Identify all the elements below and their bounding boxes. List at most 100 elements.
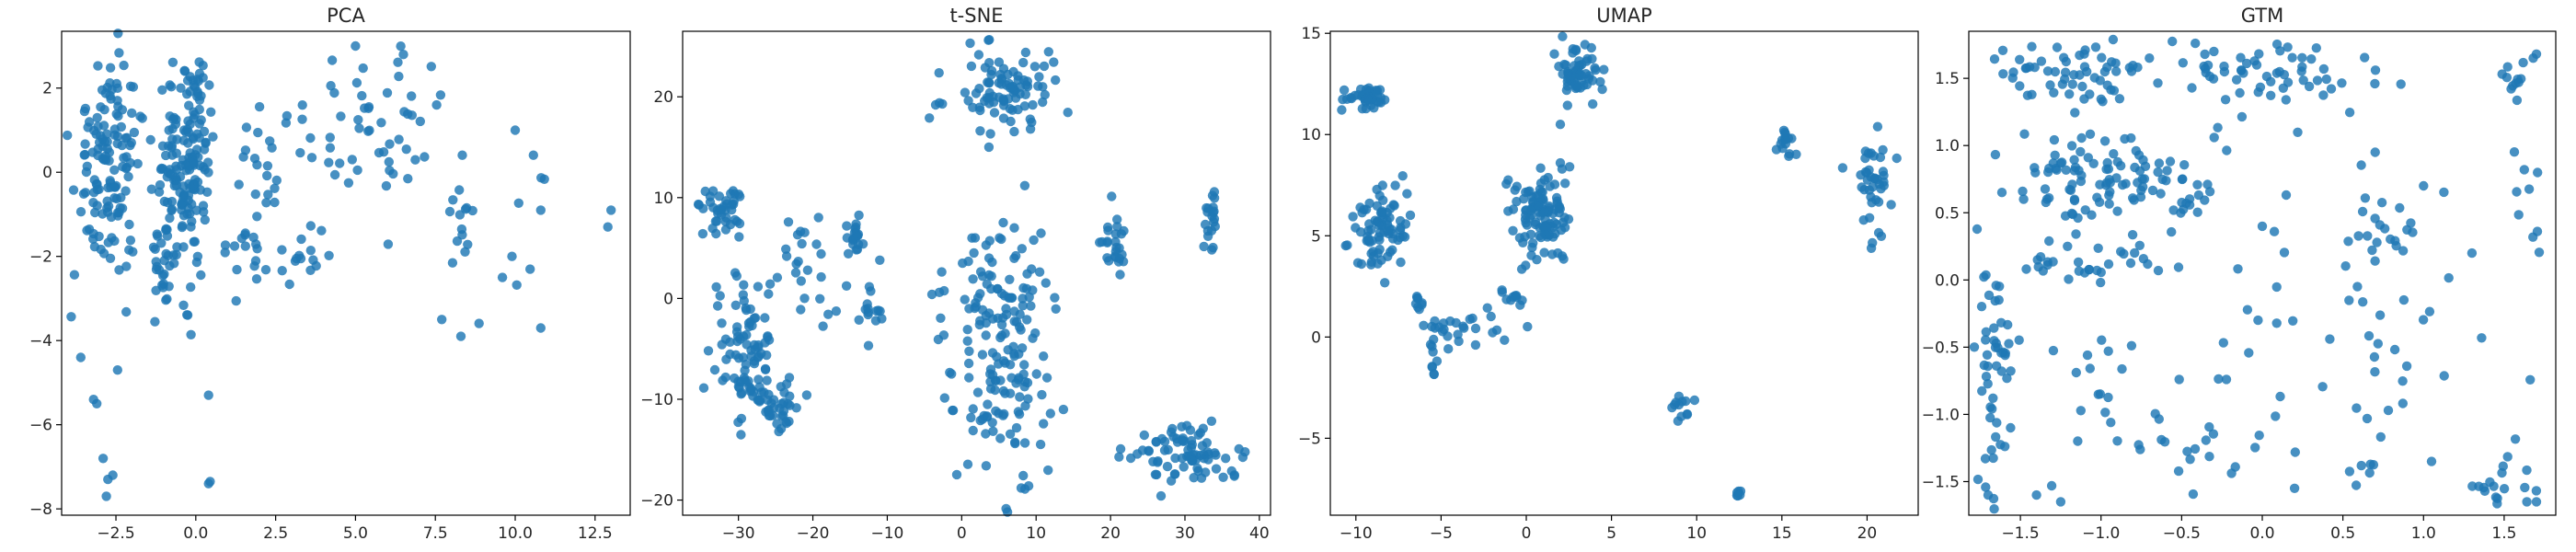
tsne-point [1025,114,1036,124]
tsne-point [863,340,874,351]
gtm-point [2048,345,2059,356]
gtm-ytick-label: −1.0 [1922,406,1960,424]
pca-point [457,150,467,160]
umap-point [1558,217,1569,227]
gtm-point [2045,80,2055,90]
pca-point [329,169,340,180]
gtm-xtick-label: 0.0 [2249,524,2274,543]
tsne-point [811,239,822,249]
gtm-point [2157,174,2168,185]
gtm-point [1981,335,1991,345]
umap-point [1427,341,1437,351]
gtm-point [2067,79,2077,89]
umap-point [1570,81,1581,91]
pca-point [232,264,242,275]
tsne-point [1001,503,1011,514]
pca-point [94,231,104,242]
gtm-point [1981,372,1992,382]
pca-point [157,85,167,96]
pca-point [353,115,363,125]
gtm-point [2266,90,2276,101]
pca-point [194,104,204,115]
gtm-point [2064,89,2075,99]
gtm-point [2098,97,2108,107]
tsne-point [1028,285,1038,295]
gtm-point [2510,434,2521,444]
tsne-point [831,306,842,316]
gtm-point [1980,454,1991,464]
tsne-point [1010,438,1020,449]
gtm-point [2147,185,2158,196]
pca-point [327,55,338,65]
pca-point [324,157,334,167]
pca-point [253,127,263,138]
gtm-point [2531,497,2542,507]
gtm-point [2281,190,2292,201]
gtm-point [2528,53,2538,63]
gtm-point [2049,134,2060,145]
pca-point [525,264,535,274]
umap-point [1363,94,1373,104]
tsne-xtick-label: 10 [1026,524,1046,543]
pca-point [114,265,124,275]
pca-point [447,258,458,268]
tsne-point [746,385,756,396]
tsne-point [995,69,1006,80]
gtm-point [2356,460,2366,471]
gtm-point [2153,265,2164,276]
tsne-point [705,197,716,207]
umap-point [1413,302,1423,313]
pca-point [100,151,111,161]
tsne-xtick-label: −30 [722,524,755,543]
pca-point [178,221,188,231]
gtm-point [2520,482,2530,493]
gtm-point [1996,188,2007,198]
umap-point [1429,369,1440,380]
gtm-point [2408,227,2418,237]
pca-point [455,331,466,341]
umap-xtick-label: −10 [1340,524,1373,543]
tsne-point [980,96,990,107]
tsne-point [983,399,993,409]
tsne-point [1037,389,1047,400]
gtm-point [2150,408,2160,419]
gtm-point [2128,193,2138,203]
gtm-point [2050,66,2061,77]
umap-point [1860,146,1871,156]
tsne-point [732,322,742,332]
gtm-point [2271,411,2281,421]
gtm-point [2204,421,2214,432]
tsne-point [864,282,875,292]
gtm-point [2082,66,2092,77]
gtm-point [2370,78,2380,89]
gtm-point [2297,52,2307,63]
pca-point [93,61,103,71]
pca-point [229,241,240,251]
gtm-point [2534,247,2545,258]
gtm-point [1983,379,1993,389]
tsne-point [1240,447,1250,457]
umap-point [1508,225,1518,236]
umap-point [1597,84,1607,95]
umap-point [1587,53,1597,64]
pca-point [83,122,93,132]
gtm-point [2237,65,2247,75]
pca-point [189,156,199,167]
pca-point [267,143,277,153]
umap-point [1521,260,1531,270]
tsne-point [1162,461,1173,472]
gtm-point [2375,431,2386,443]
gtm-point [2370,256,2380,266]
umap-point [1397,171,1408,181]
pca-point [202,187,213,197]
tsne-point [962,459,973,469]
pca-point [66,312,76,322]
gtm-point [2085,129,2096,139]
pca-point [124,219,134,230]
gtm-point [2318,90,2329,100]
umap-point [1355,227,1366,237]
gtm-xtick-label: −0.5 [2163,524,2201,543]
gtm-point [2478,482,2489,493]
tsne-point [1043,465,1053,476]
umap-point [1386,203,1396,213]
